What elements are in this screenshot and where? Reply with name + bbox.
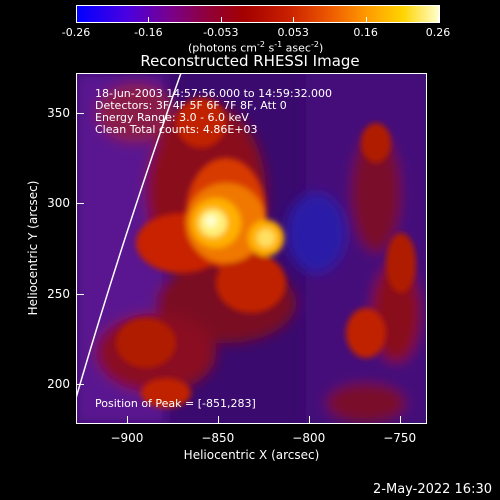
colorbar-tick-mark [148, 17, 150, 22]
colorbar-tick-label: -0.26 [61, 26, 91, 39]
y-axis-label: Heliocentric Y (arcsec) [26, 180, 40, 316]
x-tick-label: −800 [292, 431, 326, 445]
colorbar-tick-mark [293, 17, 295, 22]
colorbar-tick-label: 0.053 [277, 26, 309, 39]
y-tick-label: 350 [47, 105, 70, 120]
annotation-peak: Position of Peak = [-851,283] [95, 397, 256, 410]
y-tick-mark [76, 203, 84, 205]
plot-title: Reconstructed RHESSI Image [140, 52, 360, 70]
y-tick-label: 250 [47, 286, 70, 301]
solar-limb-line [76, 73, 182, 399]
y-tick-label: 200 [47, 377, 70, 392]
colorbar-tick-mark [76, 17, 77, 22]
x-tick-label: −750 [383, 431, 417, 445]
annotation-clean: Clean Total counts: 4.86E+03 [95, 123, 258, 136]
footer-date: 2-May-2022 16:30 [373, 482, 492, 497]
annotation-detectors: Detectors: 3F 4F 5F 6F 7F 8F, Att 0 [95, 99, 287, 112]
x-tick-label: −900 [110, 431, 144, 445]
y-tick-label: 300 [47, 196, 70, 211]
x-tick-mark [399, 416, 401, 424]
annotation-energy: Energy Range: 3.0 - 6.0 keV [95, 111, 249, 124]
y-tick-mark [76, 384, 84, 386]
y-tick-mark [76, 293, 84, 295]
x-tick-mark [126, 416, 128, 424]
colorbar-tick-mark [220, 17, 222, 22]
x-tick-label: −850 [201, 431, 235, 445]
colorbar-tick-label: 0.16 [353, 26, 378, 39]
x-tick-mark [308, 416, 310, 424]
x-axis-label: Heliocentric X (arcsec) [183, 448, 320, 462]
colorbar-tick-label: 0.26 [425, 26, 451, 39]
colorbar [76, 5, 440, 23]
colorbar-tick-mark [438, 17, 439, 22]
colorbar-tick-label: -0.053 [203, 26, 239, 39]
colorbar-tick-mark [365, 17, 367, 22]
x-tick-mark [217, 416, 219, 424]
colorbar-tick-label: -0.16 [134, 26, 163, 39]
y-tick-mark [76, 112, 84, 114]
annotation-time-range: 18-Jun-2003 14:57:56.000 to 14:59:32.000 [95, 87, 333, 100]
rhessi-image [76, 73, 427, 424]
colorbar-unit-label: (photons cm-2 s-1 asec-2) [188, 40, 324, 55]
